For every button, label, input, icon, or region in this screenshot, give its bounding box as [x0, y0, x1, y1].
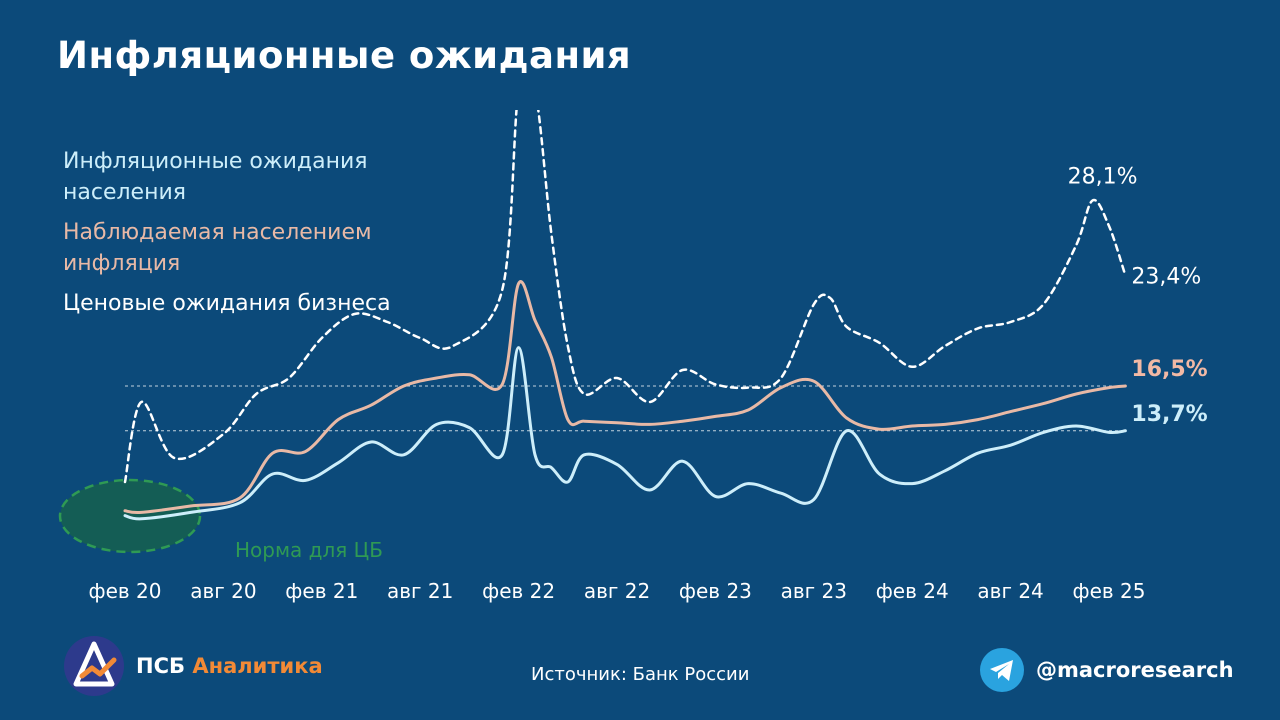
series-household-expectations [123, 346, 1127, 521]
x-tick-label: фев 22 [482, 579, 555, 603]
x-tick-label: фев 23 [679, 579, 752, 603]
brand-logo: ПСБ Аналитика [62, 634, 323, 698]
telegram-icon [980, 648, 1024, 692]
x-tick-label: фев 20 [89, 579, 162, 603]
legend-household-expectations: Инфляционные ожидания населения [63, 149, 368, 205]
telegram-handle[interactable]: @macroresearch [1036, 658, 1234, 682]
x-tick-label: фев 24 [876, 579, 949, 603]
annotation-observed-last: 16,5% [1131, 357, 1207, 382]
x-tick-label: авг 23 [781, 579, 847, 603]
x-tick-label: авг 22 [584, 579, 650, 603]
annotation-household-last: 13,7% [1131, 402, 1207, 427]
brand-name: ПСБ Аналитика [136, 654, 323, 678]
brand-name-part2: Аналитика [192, 654, 323, 678]
chart-legend: Инфляционные ожидания населения Наблюдае… [63, 146, 443, 328]
x-tick-label: фев 21 [285, 579, 358, 603]
telegram-link[interactable]: @macroresearch [980, 648, 1234, 692]
brand-logo-icon [64, 636, 124, 696]
x-tick-label: фев 25 [1073, 579, 1146, 603]
x-tick-label: авг 24 [977, 579, 1043, 603]
x-tick-label: авг 21 [387, 579, 453, 603]
annotation-business-last: 23,4% [1131, 265, 1201, 290]
series-observed-inflation [123, 280, 1127, 515]
x-tick-label: авг 20 [190, 579, 256, 603]
source-note: Источник: Банк России [531, 664, 750, 685]
legend-observed-inflation: Наблюдаемая населением инфляция [63, 220, 372, 276]
legend-business-expectations: Ценовые ожидания бизнеса [63, 291, 391, 316]
series-business-expectations [123, 110, 1127, 484]
target-zone-label: Норма для ЦБ [235, 538, 383, 562]
page-title: Инфляционные ожидания [57, 34, 632, 77]
annotation-business-peak: 28,1% [1068, 164, 1138, 189]
brand-name-part1: ПСБ [136, 654, 185, 678]
